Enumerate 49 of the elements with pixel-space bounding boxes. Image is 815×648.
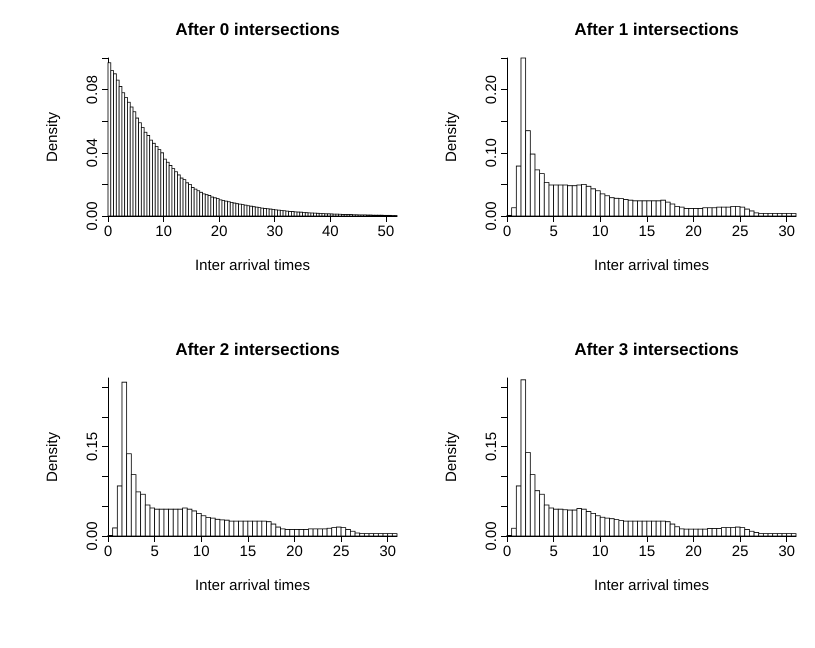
x-tick-label: 20 (685, 543, 702, 560)
y-tick-label: 0.15 (483, 432, 500, 462)
x-tick-label: 20 (210, 223, 228, 240)
chart-title: After 2 intersections (175, 340, 340, 359)
x-tick-label: 10 (592, 543, 609, 560)
y-tick-label: 0.00 (483, 201, 500, 231)
x-tick-label: 15 (239, 543, 256, 560)
x-tick-label: 25 (332, 543, 350, 560)
x-tick-label: 10 (155, 223, 172, 240)
x-axis-title: Inter arrival times (194, 257, 310, 274)
y-tick-label: 0.20 (483, 75, 500, 104)
y-tick-label: 0.15 (84, 432, 101, 462)
chart-title: After 3 intersections (574, 340, 739, 359)
x-tick-label: 25 (732, 223, 748, 240)
x-tick-label: 0 (104, 543, 112, 560)
y-axis-title: Density (44, 112, 61, 162)
y-axis-title: Density (443, 112, 460, 162)
chart-title: After 0 intersections (175, 20, 340, 39)
x-tick-label: 10 (192, 543, 210, 560)
x-tick-label: 30 (379, 543, 396, 560)
x-axis-title: Inter arrival times (594, 257, 710, 274)
y-tick-label: 0.00 (483, 521, 500, 551)
x-tick-label: 30 (778, 543, 796, 560)
x-tick-label: 30 (266, 223, 284, 240)
chart-title: After 1 intersections (574, 20, 739, 39)
y-tick-label: 0.10 (483, 138, 500, 168)
x-tick-label: 20 (685, 223, 702, 240)
x-tick-label: 5 (150, 543, 159, 560)
x-tick-label: 5 (549, 223, 558, 240)
x-tick-label: 0 (104, 223, 112, 240)
x-tick-label: 50 (378, 223, 394, 240)
x-tick-label: 25 (732, 543, 748, 560)
x-tick-label: 20 (286, 543, 303, 560)
y-tick-label: 0.08 (84, 75, 101, 104)
x-axis-title: Inter arrival times (594, 577, 710, 594)
x-tick-label: 15 (638, 223, 656, 240)
y-tick-label: 0.04 (84, 138, 101, 168)
x-tick-label: 30 (778, 223, 796, 240)
x-tick-label: 0 (502, 543, 512, 560)
y-axis-title: Density (44, 432, 61, 482)
x-axis-title: Inter arrival times (194, 577, 310, 594)
x-tick-label: 15 (638, 543, 656, 560)
y-tick-label: 0.00 (84, 521, 101, 551)
y-tick-label: 0.00 (84, 201, 101, 231)
x-tick-label: 40 (322, 223, 339, 240)
y-axis-title: Density (443, 432, 460, 482)
x-tick-label: 10 (592, 223, 609, 240)
x-tick-label: 5 (549, 543, 558, 560)
x-tick-label: 0 (502, 223, 512, 240)
